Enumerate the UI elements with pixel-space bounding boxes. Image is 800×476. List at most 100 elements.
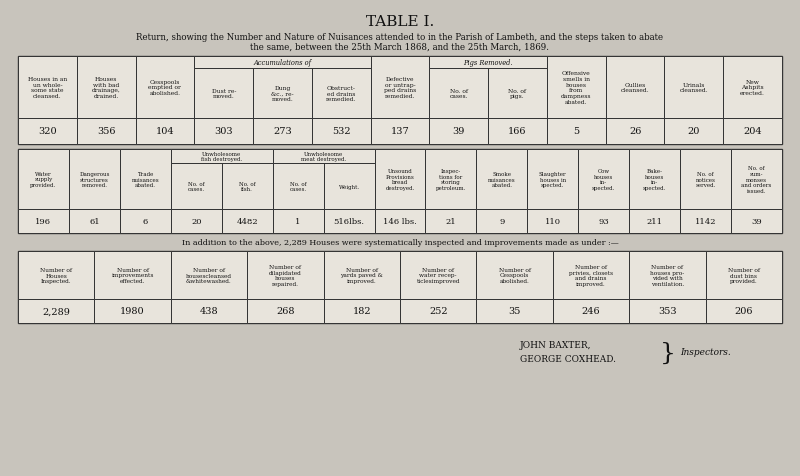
Text: Pigs Removed.: Pigs Removed. [463, 59, 513, 67]
Bar [135, 57, 194, 119]
Text: 1142: 1142 [695, 218, 716, 226]
Text: Number of
yards paved &
improved.: Number of yards paved & improved. [340, 267, 383, 284]
Bar [706, 251, 782, 299]
Text: 5: 5 [574, 127, 579, 136]
Text: Number of
houses pro-
vided with
ventilation.: Number of houses pro- vided with ventila… [650, 264, 685, 287]
Text: 516lbs.: 516lbs. [334, 218, 365, 226]
Bar [18, 57, 782, 145]
Bar [723, 119, 782, 145]
Text: 61: 61 [89, 218, 100, 226]
Bar [430, 57, 547, 69]
Bar [18, 299, 94, 323]
Text: Weight.: Weight. [338, 184, 360, 189]
Bar [630, 299, 706, 323]
Text: No. of
notices
served.: No. of notices served. [695, 171, 716, 188]
Text: 110: 110 [545, 218, 561, 226]
Bar [273, 164, 323, 209]
Text: 26: 26 [629, 127, 642, 136]
Bar [488, 57, 547, 69]
Bar [488, 69, 547, 119]
Bar [477, 299, 553, 323]
Text: }: } [660, 341, 676, 364]
Text: 20: 20 [191, 218, 202, 226]
Text: Number of
dilapidated
houses
repaired.: Number of dilapidated houses repaired. [269, 264, 302, 287]
Bar [312, 119, 370, 145]
Text: Cesspools
emptied or
abolished.: Cesspools emptied or abolished. [149, 79, 182, 96]
Bar [171, 299, 247, 323]
Text: 104: 104 [156, 127, 174, 136]
Bar [323, 209, 374, 234]
Bar [426, 209, 477, 234]
Text: No. of
fish.: No. of fish. [239, 181, 255, 192]
Bar [18, 57, 77, 119]
Bar [77, 119, 135, 145]
Text: 353: 353 [658, 307, 677, 316]
Text: 206: 206 [734, 307, 753, 316]
Bar [194, 119, 253, 145]
Text: TABLE I.: TABLE I. [366, 15, 434, 29]
Bar [547, 119, 606, 145]
Text: Number of
water recep-
ticlesimproved: Number of water recep- ticlesimproved [417, 267, 460, 284]
Bar [273, 149, 323, 164]
Text: No. of
sum-
monses
and orders
issued.: No. of sum- monses and orders issued. [742, 166, 772, 194]
Bar [194, 57, 253, 69]
Text: 182: 182 [353, 307, 371, 316]
Bar [312, 57, 370, 69]
Text: Number of
housescleansed
&whitewashed.: Number of housescleansed &whitewashed. [186, 267, 232, 284]
Text: 252: 252 [429, 307, 447, 316]
Text: 166: 166 [508, 127, 526, 136]
Text: Smoke
nuisances
abated.: Smoke nuisances abated. [488, 171, 516, 188]
Bar [18, 209, 69, 234]
Text: Return, showing the Number and Nature of Nuisances attended to in the Parish of : Return, showing the Number and Nature of… [137, 32, 663, 41]
Bar [18, 149, 69, 209]
Text: 211: 211 [646, 218, 662, 226]
Bar [171, 209, 222, 234]
Bar [488, 119, 547, 145]
Text: 35: 35 [509, 307, 521, 316]
Text: Water
supply
provided.: Water supply provided. [30, 171, 57, 188]
Bar [253, 69, 312, 119]
Bar [374, 149, 426, 209]
Bar [665, 57, 723, 119]
Text: Unwholesome
meat destroyed.: Unwholesome meat destroyed. [301, 151, 346, 162]
Text: Gullies
cleansed.: Gullies cleansed. [621, 82, 650, 93]
Bar [731, 209, 782, 234]
Bar [630, 251, 706, 299]
Text: Bake-
houses
in-
spected.: Bake- houses in- spected. [643, 169, 666, 191]
Bar [222, 209, 273, 234]
Bar [527, 149, 578, 209]
Bar [680, 149, 731, 209]
Bar [253, 57, 312, 69]
Text: JOHN BAXTER,: JOHN BAXTER, [520, 341, 591, 350]
Bar [323, 251, 400, 299]
Text: 4482: 4482 [236, 218, 258, 226]
Bar [120, 149, 171, 209]
Bar [77, 57, 135, 119]
Bar [665, 119, 723, 145]
Text: 21: 21 [446, 218, 456, 226]
Text: Inspec-
tions for
storing
petroleum.: Inspec- tions for storing petroleum. [436, 169, 466, 191]
Text: 356: 356 [97, 127, 115, 136]
Bar [477, 251, 553, 299]
Text: the same, between the 25th March 1868, and the 25th March, 1869.: the same, between the 25th March 1868, a… [250, 42, 550, 51]
Bar [553, 299, 630, 323]
Bar [629, 209, 680, 234]
Text: 146 lbs.: 146 lbs. [383, 218, 417, 226]
Text: 1980: 1980 [120, 307, 145, 316]
Bar [323, 299, 400, 323]
Text: Dust re-
moved.: Dust re- moved. [211, 89, 236, 99]
Text: Obstruct-
ed drains
remedied.: Obstruct- ed drains remedied. [326, 86, 357, 102]
Bar [247, 299, 323, 323]
Text: No. of
cases.: No. of cases. [450, 89, 468, 99]
Text: 6: 6 [142, 218, 148, 226]
Bar [94, 299, 171, 323]
Text: 93: 93 [598, 218, 609, 226]
Text: Unwholesome
fish destroyed.: Unwholesome fish destroyed. [201, 151, 242, 162]
Text: 196: 196 [35, 218, 51, 226]
Bar [706, 299, 782, 323]
Bar [253, 119, 312, 145]
Bar [400, 299, 477, 323]
Text: Trade
nuisances
abated.: Trade nuisances abated. [131, 171, 159, 188]
Text: GEORGE COXHEAD.: GEORGE COXHEAD. [520, 355, 616, 364]
Bar [18, 251, 782, 323]
